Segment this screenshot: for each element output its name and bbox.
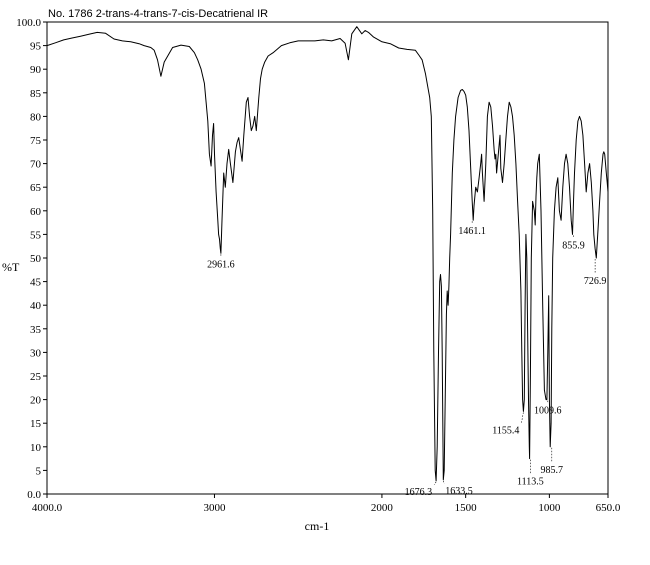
spectrum-line: [46, 26, 609, 482]
peak-label: 1113.5: [517, 477, 544, 488]
peak-labels: 2961.6 1676.3 1633.5 1461.1 1155.4 1113.5 1009…: [207, 221, 606, 498]
y-axis-ticks: 0.0 5 10 15 20 25 30 35 40 45 50 55 60 65 70 75 80 85 90 95…: [16, 17, 47, 501]
y-tick-label: 45: [30, 277, 42, 289]
y-tick-label: 30: [30, 347, 42, 359]
x-tick-label: 1500: [455, 502, 478, 514]
y-tick-label: 40: [30, 300, 42, 312]
y-tick-label: 100.0: [16, 17, 41, 29]
y-tick-label: 50: [30, 253, 42, 265]
peak-leader: [521, 412, 524, 424]
peak-label: 1633.5: [445, 486, 473, 497]
peak-label: 855.9: [562, 240, 585, 251]
peak-label: 1676.3: [405, 487, 433, 498]
peak-label: 1009.6: [534, 406, 562, 417]
peak-leader: [433, 481, 437, 485]
y-tick-label: 60: [30, 206, 42, 218]
y-tick-label: 55: [30, 229, 42, 241]
y-tick-label: 25: [30, 371, 42, 383]
peak-label: 1155.4: [492, 425, 519, 436]
y-tick-label: 75: [30, 135, 42, 147]
y-tick-label: 10: [30, 442, 42, 454]
peak-label: 2961.6: [207, 259, 235, 270]
y-tick-label: 80: [30, 111, 42, 123]
y-axis-title: %T: [2, 260, 20, 274]
peak-label: 985.7: [541, 465, 564, 476]
x-tick-label: 650.0: [596, 502, 621, 514]
series-layer: [46, 26, 609, 482]
y-tick-label: 5: [36, 465, 42, 477]
x-axis-title: cm-1: [305, 519, 330, 533]
y-tick-label: 0.0: [27, 489, 41, 501]
y-tick-label: 15: [30, 418, 42, 430]
chart-title: No. 1786 2-trans-4-trans-7-cis-Decatrien…: [48, 8, 268, 20]
y-tick-label: 35: [30, 324, 42, 336]
y-tick-label: 70: [30, 159, 42, 171]
peak-leader: [443, 480, 445, 484]
peak-label: 726.9: [584, 276, 607, 287]
y-tick-label: 20: [30, 395, 42, 407]
x-tick-label: 4000.0: [32, 502, 63, 514]
x-axis-ticks: 4000.0 3000 2000 1500 1000 650.0: [32, 494, 621, 514]
y-tick-label: 95: [30, 41, 42, 53]
y-tick-label: 90: [30, 64, 42, 76]
x-tick-label: 1000: [538, 502, 561, 514]
peak-label: 1461.1: [458, 226, 486, 237]
x-tick-label: 3000: [203, 502, 226, 514]
y-tick-label: 85: [30, 88, 42, 100]
y-tick-label: 65: [30, 182, 42, 194]
x-tick-label: 2000: [371, 502, 394, 514]
plot-frame: [46, 21, 609, 495]
